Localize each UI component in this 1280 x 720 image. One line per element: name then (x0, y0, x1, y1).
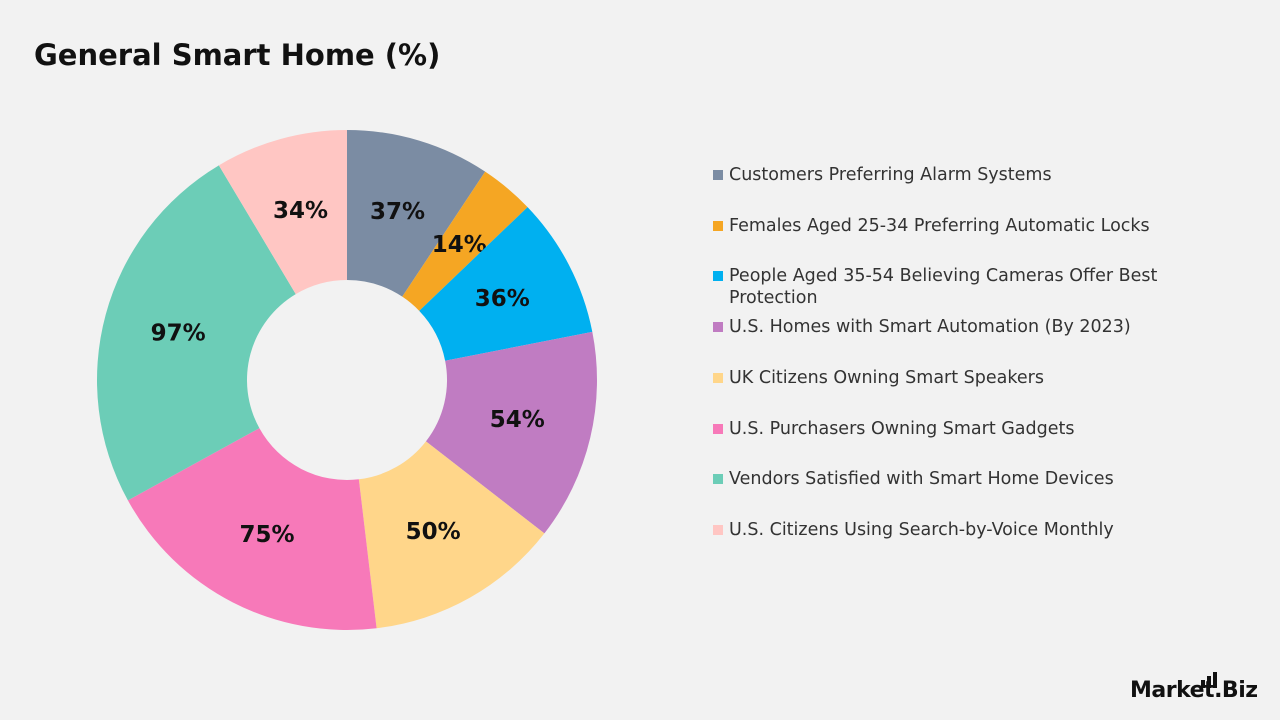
donut-slice (347, 130, 486, 297)
legend-item: U.S. Citizens Using Search-by-Voice Mont… (713, 519, 1203, 541)
legend-label: People Aged 35-54 Believing Cameras Offe… (729, 266, 1158, 309)
donut-slice (218, 130, 347, 295)
legend-item: U.S. Purchasers Owning Smart Gadgets (713, 418, 1203, 440)
donut-slice (97, 165, 296, 501)
legend-label: Vendors Satisfied with Smart Home Device… (729, 469, 1114, 490)
legend-label: Females Aged 25-34 Preferring Automatic … (729, 215, 1150, 236)
legend-item: People Aged 35-54 Believing Cameras Offe… (713, 265, 1203, 309)
legend-item: Vendors Satisfied with Smart Home Device… (713, 468, 1203, 490)
data-label: 14% (432, 232, 487, 258)
chart: 37% 14% 36% 54% 50% 75% 97% 34% (97, 130, 597, 630)
donut-slice (419, 207, 593, 361)
data-label: 37% (370, 199, 425, 225)
legend-item: Customers Preferring Alarm Systems (713, 164, 1203, 186)
legend-label: Customers Preferring Alarm Systems (729, 165, 1052, 185)
legend-label: U.S. Citizens Using Search-by-Voice Mont… (729, 519, 1114, 540)
donut-slice (402, 171, 528, 311)
data-label: 54% (490, 407, 545, 433)
chart-title: General Smart Home (%) (34, 38, 441, 72)
data-label: 36% (475, 286, 530, 312)
legend-swatch (713, 322, 723, 333)
legend-item: Females Aged 25-34 Preferring Automatic … (713, 215, 1203, 237)
legend-label: U.S. Homes with Smart Automation (By 202… (729, 317, 1131, 338)
donut-slice (425, 331, 597, 534)
legend-swatch (713, 170, 723, 180)
legend-label: U.S. Purchasers Owning Smart Gadgets (729, 418, 1075, 439)
legend-swatch (713, 372, 723, 383)
legend-swatch (713, 220, 723, 231)
data-label: 97% (151, 321, 206, 347)
legend-item: UK Citizens Owning Smart Speakers (713, 367, 1203, 389)
donut-slice (127, 428, 377, 630)
brand-logo: Market.Biz (1130, 678, 1258, 703)
data-label: 50% (406, 519, 461, 545)
data-label: 34% (273, 198, 328, 224)
data-label: 75% (239, 522, 294, 548)
donut-slice (358, 441, 545, 629)
legend-swatch (713, 271, 723, 282)
legend-swatch (713, 524, 723, 535)
legend-label: UK Citizens Owning Smart Speakers (729, 367, 1044, 388)
legend-swatch (713, 423, 723, 434)
legend-item: U.S. Homes with Smart Automation (By 202… (713, 316, 1203, 338)
legend-swatch (713, 474, 723, 485)
